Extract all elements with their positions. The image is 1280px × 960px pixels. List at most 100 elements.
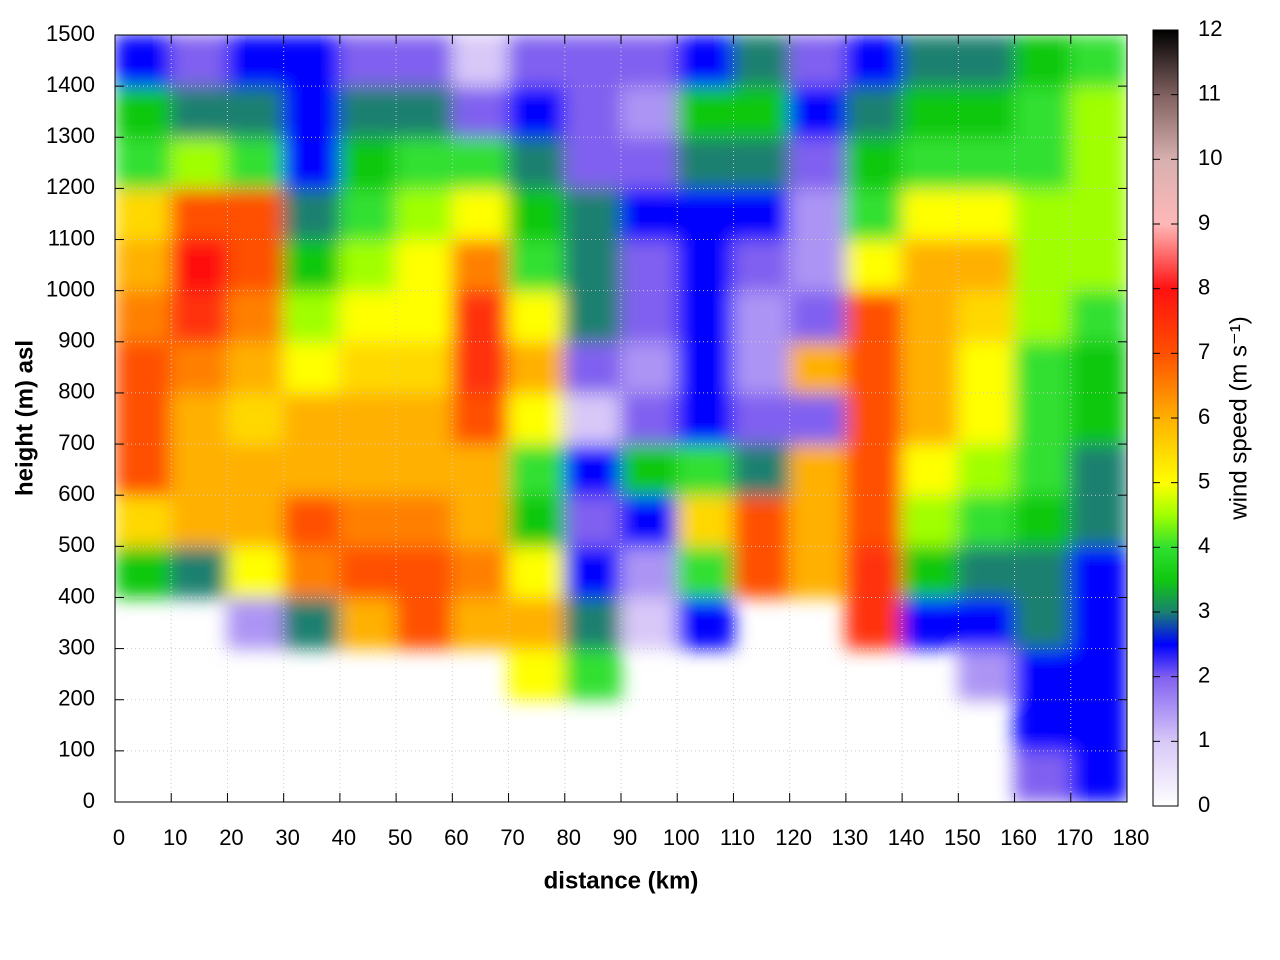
colorbar-tick-label: 6	[1198, 404, 1210, 429]
heatmap-cell	[1070, 290, 1127, 343]
heatmap-cell	[901, 596, 959, 650]
heatmap-cell	[564, 596, 622, 650]
heatmap-cell	[170, 187, 228, 241]
heatmap-cell	[451, 545, 510, 598]
heatmap-cell	[1070, 136, 1127, 189]
heatmap-cell	[283, 85, 341, 138]
heatmap-cell	[283, 545, 341, 598]
colorbar-tick-label: 9	[1198, 210, 1210, 235]
x-tick-label: 160	[1000, 825, 1037, 850]
colorbar-tick-label: 8	[1198, 274, 1210, 299]
heatmap-cell	[508, 290, 566, 343]
y-tick-label: 500	[58, 532, 95, 557]
colorbar-tick-label: 3	[1198, 598, 1210, 623]
heatmap-cell	[620, 443, 678, 496]
x-tick-label: 10	[163, 825, 187, 850]
heatmap-cell	[676, 239, 734, 292]
heatmap-cell	[564, 187, 622, 241]
heatmap-cell	[957, 648, 1016, 701]
heatmap-cell	[170, 35, 228, 87]
heatmap-cell	[620, 341, 678, 394]
colorbar-segment	[1153, 547, 1178, 581]
heatmap-cell	[957, 545, 1016, 598]
heatmap-cell	[845, 290, 903, 343]
heatmap-cell	[620, 85, 678, 138]
heatmap-cell	[170, 443, 228, 496]
heatmap-cell	[283, 239, 341, 292]
heatmap-cell	[901, 392, 959, 445]
heatmap-cell	[564, 494, 622, 547]
heatmap-cell	[1014, 187, 1072, 241]
heatmap-cell	[620, 136, 678, 189]
heatmap-cell	[339, 545, 397, 598]
heatmap-cell	[676, 341, 734, 394]
heatmap-cell	[1070, 596, 1127, 650]
heatmap-cell	[845, 494, 903, 547]
heatmap-cell	[620, 239, 678, 292]
heatmap-cell	[395, 136, 453, 189]
heatmap-cell	[957, 35, 1016, 87]
x-tick-label: 100	[663, 825, 700, 850]
heatmap-cell	[395, 35, 453, 87]
heatmap-cell	[339, 85, 397, 138]
heatmap-cell	[732, 239, 791, 292]
heatmap-cell	[676, 85, 734, 138]
axes: 0 10 20 30 40 50 60 70 80 90 100 110 120 130 140 150 160…	[46, 16, 1222, 850]
colorbar-tick-label: 0	[1198, 792, 1210, 817]
heatmap-cell	[1070, 239, 1127, 292]
heatmap-cell	[1014, 290, 1072, 343]
y-tick-label: 1400	[46, 72, 95, 97]
colorbar-segment	[1153, 30, 1178, 96]
x-tick-label: 50	[388, 825, 412, 850]
heatmap-cell	[170, 494, 228, 547]
heatmap-cell	[789, 341, 847, 394]
heatmap-cell	[1014, 392, 1072, 445]
x-tick-label: 60	[444, 825, 468, 850]
heatmap-cell	[676, 545, 734, 598]
y-tick-label: 800	[58, 379, 95, 404]
heatmap-cell	[395, 494, 453, 547]
colorbar-tick-label: 5	[1198, 468, 1210, 493]
y-tick-label: 0	[83, 788, 95, 813]
heatmap-cell	[957, 85, 1016, 138]
heatmap-cell	[1070, 699, 1127, 752]
heatmap-cell	[957, 494, 1016, 547]
heatmap-cell	[170, 545, 228, 598]
heatmap-cell	[676, 35, 734, 87]
heatmap-cell	[845, 239, 903, 292]
heatmap-cell	[1014, 750, 1072, 802]
heatmap-cell	[283, 494, 341, 547]
heatmap-cell	[170, 290, 228, 343]
heatmap-cell	[226, 35, 285, 87]
heatmap-cell	[620, 35, 678, 87]
heatmap-cell	[283, 596, 341, 650]
heatmap-cell	[226, 85, 285, 138]
heatmap-cell	[283, 392, 341, 445]
heatmap-cell	[620, 187, 678, 241]
y-tick-label: 1100	[48, 225, 95, 250]
heatmap-cell	[789, 136, 847, 189]
y-tick-label: 600	[58, 481, 95, 506]
y-tick-label: 1500	[46, 21, 95, 46]
heatmap-cell	[508, 341, 566, 394]
heatmap-cell	[339, 596, 397, 650]
heatmap-cell	[395, 443, 453, 496]
heatmap-cell	[395, 290, 453, 343]
heatmap-cell	[676, 596, 734, 650]
heatmap-cell	[1070, 392, 1127, 445]
heatmap-cell	[1070, 494, 1127, 547]
heatmap-cell	[1014, 648, 1072, 701]
x-tick-label: 150	[944, 825, 981, 850]
heatmap-cell	[508, 596, 566, 650]
heatmap-cell	[451, 136, 510, 189]
heatmap-cell	[451, 596, 510, 650]
heatmap-cell	[508, 545, 566, 598]
heatmap-cell	[1014, 699, 1072, 752]
colorbar-segment	[1153, 612, 1178, 645]
heatmap-cell	[789, 85, 847, 138]
heatmap-cell	[845, 35, 903, 87]
colorbar-label: wind speed (m s⁻¹)	[1225, 316, 1252, 520]
heatmap-cell	[115, 187, 172, 241]
heatmap-cell	[339, 239, 397, 292]
